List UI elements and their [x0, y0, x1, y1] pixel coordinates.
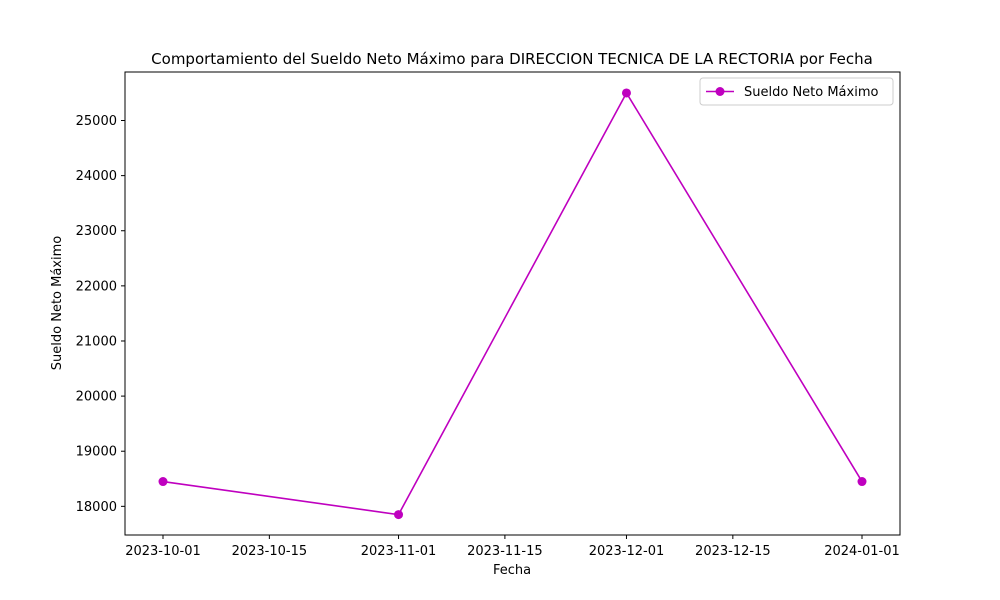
legend-marker: [715, 87, 725, 96]
y-tick-label: 23000: [76, 224, 117, 239]
x-tick-label: 2023-11-01: [361, 544, 437, 559]
x-axis-label: Fecha: [493, 563, 531, 578]
y-tick-label: 18000: [76, 500, 117, 515]
x-tick-label: 2023-11-15: [467, 544, 543, 559]
data-point: [857, 477, 867, 487]
data-point: [394, 510, 404, 520]
series-line: [162, 91, 863, 516]
plot-frame: [124, 71, 901, 536]
y-tick-label: 19000: [76, 445, 117, 460]
x-tick-label: 2024-01-01: [824, 544, 900, 559]
y-tick-label: 21000: [76, 334, 117, 349]
y-axis-label: Sueldo Neto Máximo: [50, 236, 65, 370]
legend-box: [699, 77, 894, 106]
x-tick-label: 2023-12-01: [589, 544, 665, 559]
data-point: [621, 88, 631, 98]
y-tick-label: 24000: [76, 169, 117, 184]
x-tick-label: 2023-10-15: [232, 544, 308, 559]
data-point: [158, 477, 168, 487]
y-tick-label: 22000: [76, 279, 117, 294]
y-tick-label: 25000: [76, 114, 117, 129]
x-tick-label: 2023-12-15: [695, 544, 771, 559]
x-tick-label: 2023-10-01: [125, 544, 201, 559]
legend-label: Sueldo Neto Máximo: [744, 85, 878, 100]
y-tick-label: 20000: [76, 390, 117, 405]
plot-area: 18000 19000 20000 21000 22000 23000 24000 25000…: [76, 71, 901, 559]
chart-title: Comportamiento del Sueldo Neto Máximo pa…: [151, 50, 873, 68]
